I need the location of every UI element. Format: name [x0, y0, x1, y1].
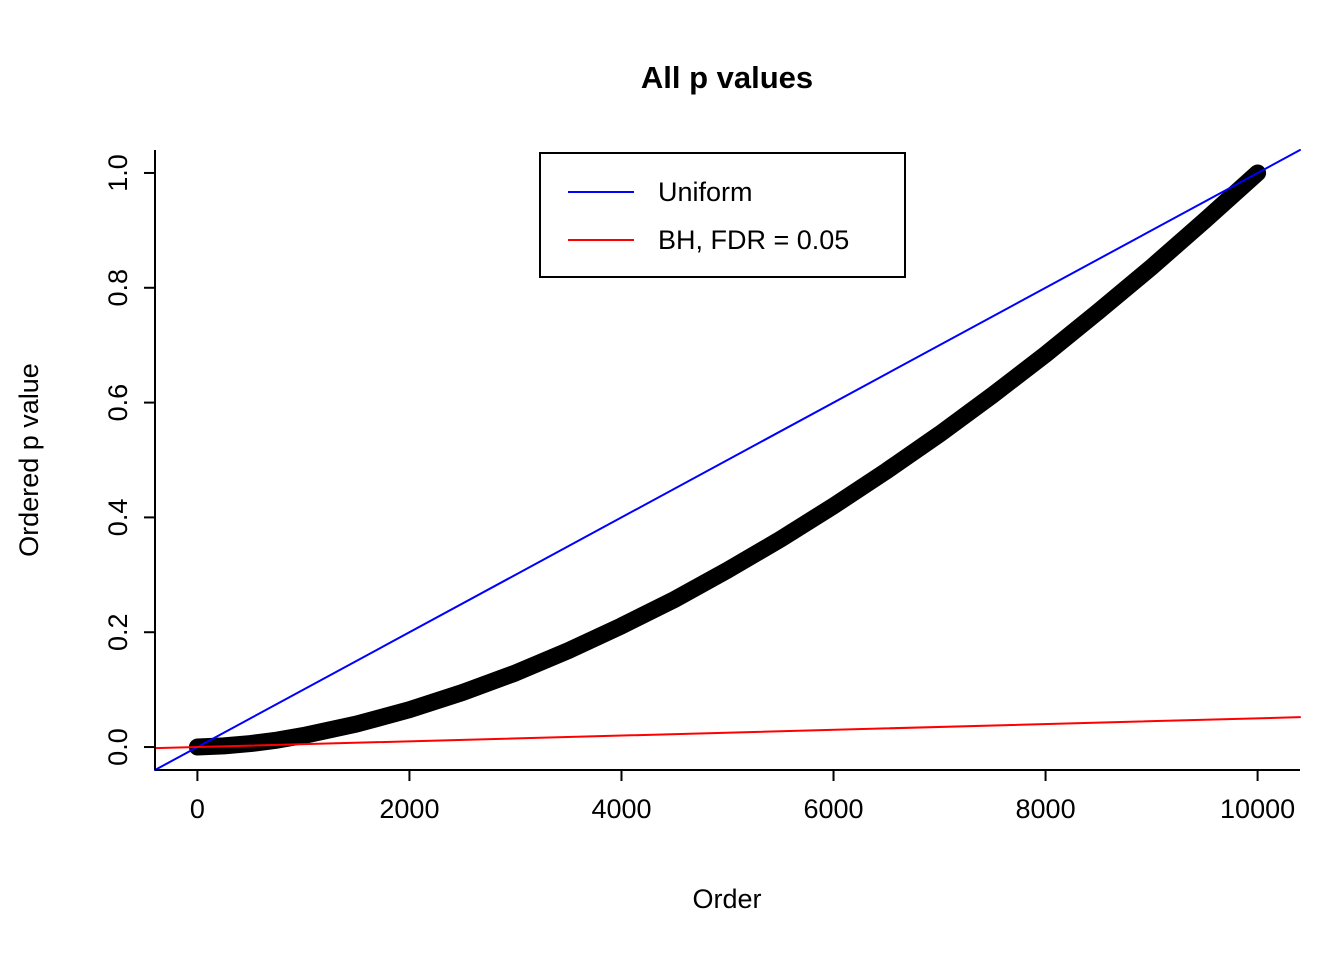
x-axis-label: Order — [692, 884, 761, 914]
legend-box — [539, 152, 906, 278]
legend: Uniform BH, FDR = 0.05 — [539, 152, 906, 278]
x-tick-label: 2000 — [379, 794, 439, 824]
x-tick-label: 6000 — [803, 794, 863, 824]
y-axis-label: Ordered p value — [14, 363, 44, 557]
x-tick-label: 10000 — [1220, 794, 1295, 824]
x-tick-label: 4000 — [591, 794, 651, 824]
series-bh-fdr-0-05 — [154, 716, 1301, 750]
y-tick-label: 1.0 — [103, 154, 133, 192]
y-tick-label: 0.0 — [103, 728, 133, 766]
series-ordered-p-values — [188, 164, 1267, 756]
y-tick-label: 0.6 — [103, 384, 133, 422]
plot-area: 0 2000 4000 6000 8000 10000 0.0 0.2 0.4 0.6 0.8 1.0 — [103, 149, 1301, 824]
series-uniform — [154, 149, 1301, 771]
y-tick-label: 0.4 — [103, 499, 133, 537]
x-tick-label: 8000 — [1016, 794, 1076, 824]
y-tick-label: 0.2 — [103, 613, 133, 651]
legend-label-uniform: Uniform — [658, 177, 753, 207]
chart-title: All p values — [641, 60, 813, 95]
legend-label-bh-fdr: BH, FDR = 0.05 — [658, 225, 849, 255]
y-tick-label: 0.8 — [103, 269, 133, 307]
x-tick-label: 0 — [190, 794, 205, 824]
